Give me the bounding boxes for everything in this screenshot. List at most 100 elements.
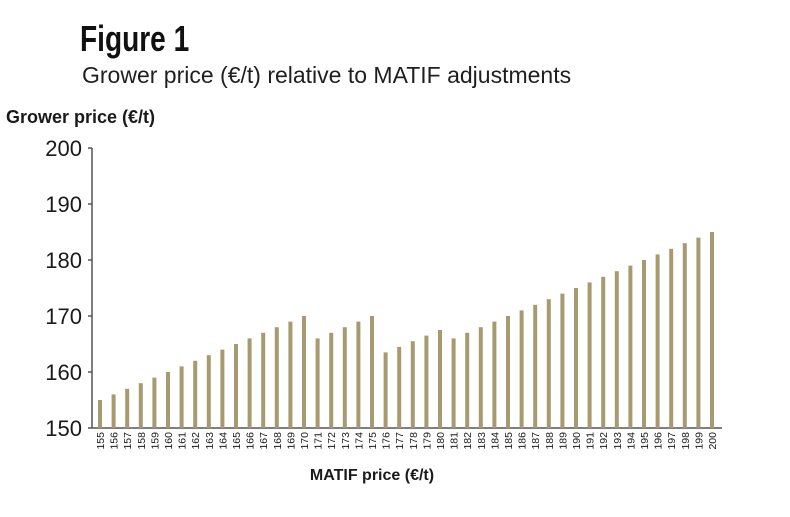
x-tick-label: 190 <box>571 432 583 450</box>
bar <box>356 321 361 428</box>
bar <box>628 265 633 428</box>
x-tick-label: 197 <box>666 432 678 450</box>
bar <box>397 346 402 428</box>
x-tick-label: 156 <box>109 432 121 450</box>
x-tick-label: 177 <box>394 432 406 450</box>
bar <box>410 341 415 428</box>
x-tick-label: 189 <box>557 432 569 450</box>
bar <box>478 327 483 428</box>
bar <box>138 383 143 428</box>
y-tick-label: 180 <box>45 248 82 273</box>
bar <box>506 316 510 428</box>
x-tick-label: 196 <box>653 432 665 450</box>
bar <box>560 293 565 428</box>
x-tick-label: 160 <box>163 432 175 450</box>
bar <box>710 232 714 428</box>
bar <box>98 400 102 428</box>
bar <box>696 237 701 428</box>
chart-title: Grower price (€/t) relative to MATIF adj… <box>82 62 572 88</box>
y-tick-label: 170 <box>45 304 82 329</box>
x-tick-label: 193 <box>612 432 624 450</box>
x-tick-label: 174 <box>353 432 365 450</box>
bar <box>519 310 524 428</box>
x-tick-label: 163 <box>204 432 216 450</box>
x-tick-label: 182 <box>462 432 474 450</box>
x-tick-label: 191 <box>585 432 597 450</box>
bar <box>492 321 497 428</box>
x-tick-label: 195 <box>639 432 651 450</box>
x-tick-label: 173 <box>340 432 352 450</box>
x-tick-label: 169 <box>285 432 297 450</box>
y-tick-label: 190 <box>45 192 82 217</box>
x-tick-label: 171 <box>313 432 325 450</box>
bar <box>261 332 266 428</box>
bar <box>152 377 157 428</box>
x-tick-label: 185 <box>503 432 515 450</box>
x-tick-label: 157 <box>122 432 134 450</box>
bar <box>601 276 606 428</box>
bar <box>288 321 293 428</box>
x-tick-label: 170 <box>299 432 311 450</box>
x-tick-label: 167 <box>258 432 270 450</box>
x-tick-label: 186 <box>517 432 529 450</box>
bar <box>247 338 252 428</box>
x-tick-label: 179 <box>421 432 433 450</box>
bar <box>546 299 551 428</box>
x-tick-label: 176 <box>381 432 393 450</box>
bar <box>234 344 238 428</box>
x-tick-label: 178 <box>408 432 420 450</box>
x-tick-label: 192 <box>598 432 610 450</box>
bar <box>193 360 198 428</box>
bar <box>533 304 538 428</box>
x-tick-label: 164 <box>217 432 229 450</box>
bar <box>111 394 116 428</box>
x-tick-label: 165 <box>231 432 243 450</box>
x-tick-label: 161 <box>177 432 189 450</box>
x-tick-label: 200 <box>707 432 719 450</box>
bar <box>682 243 687 428</box>
figure-label: Figure 1 <box>80 18 190 59</box>
bar <box>329 332 334 428</box>
x-tick-label: 166 <box>245 432 257 450</box>
x-tick-label: 172 <box>326 432 338 450</box>
x-tick-label: 194 <box>625 432 637 450</box>
x-tick-label: 184 <box>489 432 501 450</box>
x-tick-label: 159 <box>149 432 161 450</box>
y-tick-label: 150 <box>45 416 82 441</box>
x-tick-label: 180 <box>435 432 447 450</box>
x-tick-label: 183 <box>476 432 488 450</box>
x-tick-label: 158 <box>136 432 148 450</box>
bar <box>220 349 225 428</box>
bar <box>206 355 211 428</box>
y-axis-label: Grower price (€/t) <box>6 107 155 127</box>
bar <box>655 254 660 428</box>
bar <box>465 332 470 428</box>
y-tick-label: 200 <box>45 136 82 161</box>
bar <box>342 327 347 428</box>
bar <box>438 330 442 428</box>
x-tick-label: 168 <box>272 432 284 450</box>
bar <box>587 282 592 428</box>
bar <box>574 288 578 428</box>
y-tick-label: 160 <box>45 360 82 385</box>
bar <box>166 372 170 428</box>
x-tick-label: 175 <box>367 432 379 450</box>
x-tick-label: 187 <box>530 432 542 450</box>
bar <box>614 271 619 428</box>
bar <box>383 352 388 428</box>
bar <box>315 338 320 428</box>
x-tick-label: 181 <box>449 432 461 450</box>
x-tick-label: 155 <box>95 432 107 450</box>
bar <box>424 335 429 428</box>
bar <box>302 316 306 428</box>
x-tick-label: 188 <box>544 432 556 450</box>
bar <box>125 388 130 428</box>
x-tick-label: 198 <box>680 432 692 450</box>
x-tick-label: 162 <box>190 432 202 450</box>
x-axis-label: MATIF price (€/t) <box>310 467 434 484</box>
bar <box>274 327 279 428</box>
bar <box>179 366 184 428</box>
bar <box>370 316 374 428</box>
